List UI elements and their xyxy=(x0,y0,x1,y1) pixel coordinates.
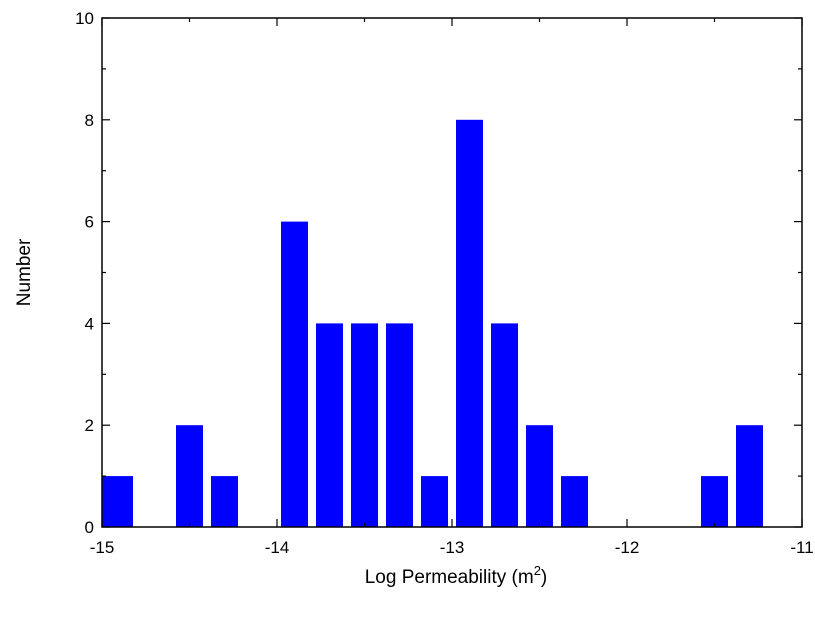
x-axis-title: Log Permeability (m2) xyxy=(365,563,548,588)
x-axis-title-main: Log Permeability (m xyxy=(365,567,534,588)
x-tick-label-1: -14 xyxy=(265,538,290,557)
bar-5 xyxy=(351,323,378,527)
y-tick-label-1: 2 xyxy=(85,416,94,435)
bars-group xyxy=(102,119,763,528)
x-tick-label-0: -15 xyxy=(90,538,115,557)
bar-6 xyxy=(386,323,413,527)
x-tick-label-2: -13 xyxy=(440,538,465,557)
y-tick-label-5: 10 xyxy=(75,9,94,28)
bar-3 xyxy=(281,221,308,527)
y-tick-label-2: 4 xyxy=(85,314,94,333)
x-tick-label-4: -11 xyxy=(790,538,813,557)
bar-13 xyxy=(736,425,763,527)
bar-7 xyxy=(421,476,448,527)
y-tick-label-4: 8 xyxy=(85,111,94,130)
bar-8 xyxy=(456,119,483,528)
tick-labels-group: -15 -14 -13 -12 -11 0 2 4 6 8 10 xyxy=(75,9,814,557)
x-tick-label-3: -12 xyxy=(615,538,640,557)
bar-2 xyxy=(211,476,238,527)
plot-frame xyxy=(101,17,803,528)
bar-12 xyxy=(701,476,728,527)
bar-4 xyxy=(316,323,343,527)
x-axis-title-close: ) xyxy=(541,567,547,588)
ticks-group xyxy=(101,17,803,528)
bar-0 xyxy=(102,476,133,527)
y-tick-label-3: 6 xyxy=(85,213,94,232)
bar-1 xyxy=(176,425,203,527)
bar-11 xyxy=(561,476,588,527)
y-axis-title: Number xyxy=(14,238,35,306)
bar-10 xyxy=(526,425,553,527)
x-axis-title-superscript: 2 xyxy=(534,563,541,578)
bar-9 xyxy=(491,323,518,527)
y-tick-label-0: 0 xyxy=(85,518,94,537)
